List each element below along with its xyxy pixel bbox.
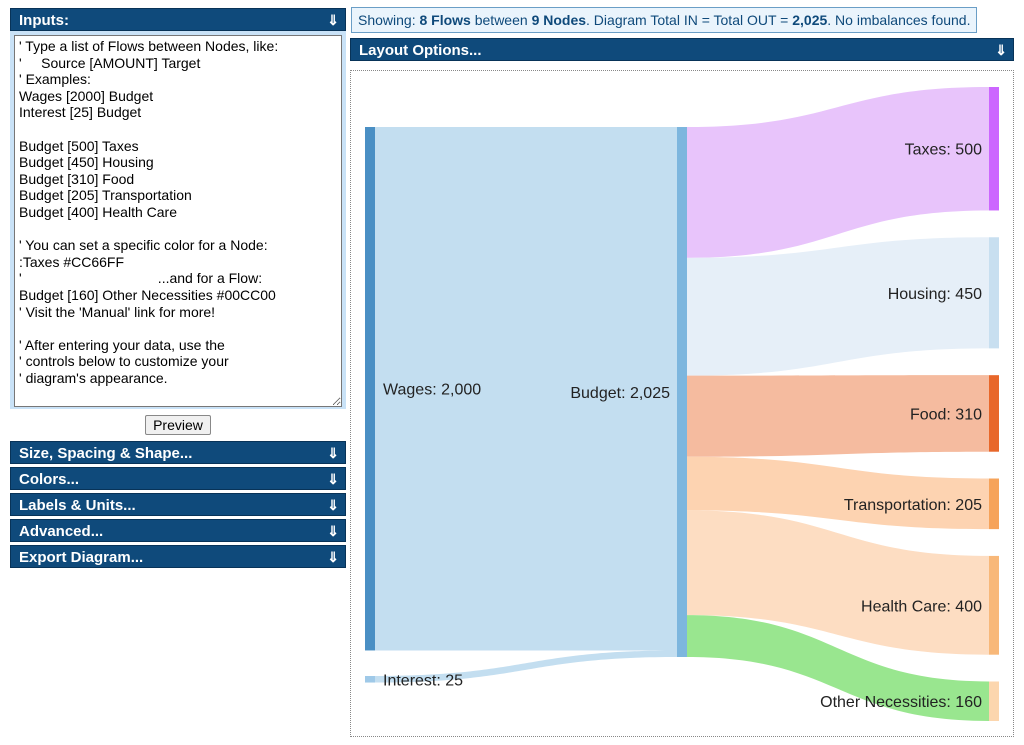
node-health-care[interactable] [989,555,999,655]
status-flow-count: 8 Flows [419,12,471,28]
node-food[interactable] [989,375,999,452]
node-label-budget: Budget: 2,025 [570,385,670,402]
flow-budget-to-health-care[interactable] [687,510,989,655]
sankey-diagram: Wages: 2,000 Interest: 25 Budget: 2,025 Tax… [365,87,999,721]
node-label-wages: Wages: 2,000 [383,382,481,399]
section-label: Advanced... [19,523,104,540]
flow-budget-to-transportation[interactable] [687,456,989,530]
node-housing[interactable] [989,237,999,349]
section-header-colors[interactable]: Colors... ⇓ [10,467,346,490]
flow-wages-to-budget[interactable] [375,127,677,651]
expand-arrow-icon[interactable]: ⇓ [327,445,339,461]
layout-options-label: Layout Options... [359,42,482,59]
collapse-arrow-icon[interactable]: ⇓ [327,12,339,28]
section-label: Colors... [19,471,80,488]
node-label-transportation: Transportation: 205 [844,497,982,514]
expand-arrow-icon[interactable]: ⇓ [327,471,339,487]
section-header-labels-units[interactable]: Labels & Units... ⇓ [10,493,346,516]
left-panel: Inputs: ⇓ Preview Size, Spacing & Shape.… [10,8,346,571]
node-interest[interactable] [365,676,375,683]
preview-row: Preview [10,409,346,441]
status-text-balance: . No imbalances found. [827,12,971,28]
node-label-other-necessities: Other Necessities: 160 [820,694,982,711]
status-node-count: 9 Nodes [531,12,587,28]
preview-button[interactable]: Preview [145,414,211,435]
node-transportation[interactable] [989,478,999,530]
flow-budget-to-other-necessities[interactable] [687,615,989,721]
node-label-food: Food: 310 [910,406,982,423]
expand-arrow-icon[interactable]: ⇓ [995,42,1007,58]
node-budget[interactable] [677,127,687,657]
section-header-advanced[interactable]: Advanced... ⇓ [10,519,346,542]
node-taxes[interactable] [989,87,999,211]
node-wages[interactable] [365,127,375,651]
section-label: Export Diagram... [19,549,144,566]
node-label-interest: Interest: 25 [383,672,463,689]
expand-arrow-icon[interactable]: ⇓ [327,549,339,565]
sankey-diagram-area: Wages: 2,000 Interest: 25 Budget: 2,025 Tax… [350,70,1014,737]
status-bar: Showing: 8 Flows between 9 Nodes. Diagra… [351,7,978,33]
flows-input-textarea[interactable] [14,35,342,407]
flow-budget-to-food[interactable] [687,375,989,457]
section-label: Size, Spacing & Shape... [19,445,193,462]
layout-options-header[interactable]: Layout Options... ⇓ [350,38,1014,61]
status-text-total: . Diagram Total IN = Total OUT = [586,12,793,28]
section-header-export-diagram[interactable]: Export Diagram... ⇓ [10,545,346,568]
status-total-value: 2,025 [792,12,828,28]
expand-arrow-icon[interactable]: ⇓ [327,523,339,539]
section-label: Labels & Units... [19,497,136,514]
expand-arrow-icon[interactable]: ⇓ [327,497,339,513]
inputs-panel-title: Inputs: [19,12,69,29]
flow-budget-to-housing[interactable] [687,237,989,376]
status-text-between: between [470,12,532,28]
inputs-panel-header[interactable]: Inputs: ⇓ [10,8,346,31]
node-other-necessities[interactable] [989,681,999,721]
node-label-health-care: Health Care: 400 [861,598,982,615]
flow-budget-to-taxes[interactable] [687,87,989,258]
status-prefix: Showing: [358,12,420,28]
inputs-body [10,31,346,409]
section-header-size-spacing-shape[interactable]: Size, Spacing & Shape... ⇓ [10,441,346,464]
node-label-housing: Housing: 450 [888,286,982,303]
node-label-taxes: Taxes: 500 [905,142,982,159]
flow-interest-to-budget[interactable] [375,650,677,683]
